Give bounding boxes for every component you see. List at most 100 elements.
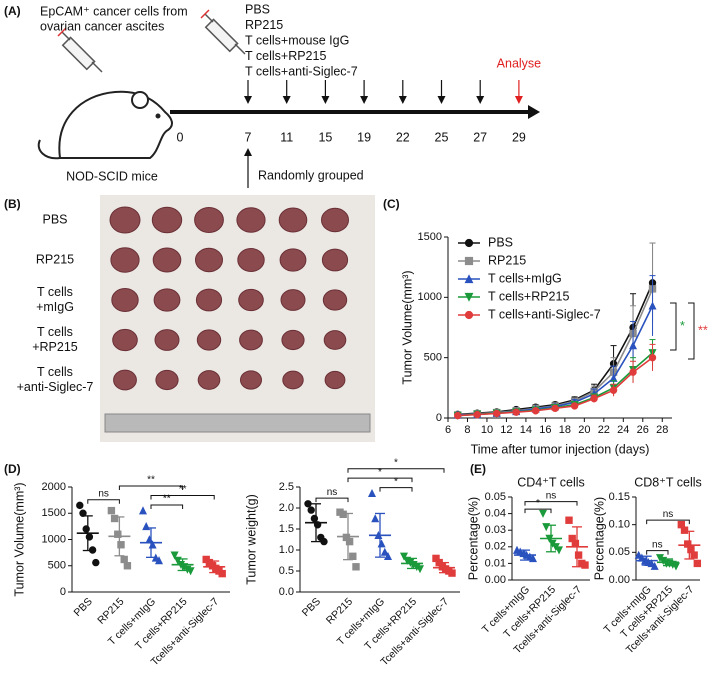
marker: [538, 509, 548, 518]
day-label: 7: [245, 130, 252, 144]
significance-bracket: [347, 477, 413, 483]
marker: [609, 386, 618, 394]
group-label: T cells: [37, 325, 73, 339]
marker: [307, 506, 315, 514]
y-tick-label: 500: [424, 352, 442, 364]
tumor: [151, 206, 183, 234]
significance-label: *: [394, 476, 398, 487]
group-label: T cells: [37, 365, 73, 379]
significance-label: **: [698, 323, 708, 337]
marker: [415, 565, 425, 574]
significance-label: *: [394, 457, 398, 468]
treatment-arrowhead: [514, 96, 523, 104]
x-tick-label: RP215: [324, 595, 355, 626]
marker: [142, 522, 151, 531]
panel-label: (E): [470, 462, 486, 476]
tumor: [110, 247, 140, 273]
day-label: 15: [318, 130, 332, 144]
marker: [531, 407, 540, 415]
day-label: 19: [357, 130, 371, 144]
day-label: 22: [396, 130, 410, 144]
mouse-icon: [37, 90, 173, 160]
marker: [693, 559, 702, 568]
tumor: [280, 289, 306, 311]
tumor: [109, 206, 141, 234]
treatment-arrowhead: [360, 96, 369, 104]
x-tick-label: 20: [578, 424, 590, 436]
marker: [117, 541, 125, 549]
treatment-arrowhead: [321, 96, 330, 104]
y-tick-label: 0.0: [279, 586, 294, 598]
group-label: PBS: [42, 212, 67, 226]
y-tick-label: 0: [60, 586, 66, 598]
significance-label: ns: [546, 490, 557, 501]
x-tick-label: 18: [559, 424, 571, 436]
x-tick-label: 14: [520, 424, 532, 436]
marker: [107, 506, 116, 515]
marker: [464, 292, 474, 302]
significance-label: ns: [663, 509, 674, 520]
chart-title: CD4⁺T cells: [517, 475, 585, 489]
treatment-label: RP215: [245, 18, 283, 32]
marker: [565, 516, 573, 524]
marker: [218, 569, 226, 578]
significance-bracket: [315, 497, 349, 503]
y-tick-label: 0.00: [485, 574, 506, 586]
y-axis-label: Percentage(%): [592, 497, 606, 580]
marker: [454, 411, 462, 420]
y-tick-label: 0: [436, 412, 442, 424]
y-axis-label: Tumor Volume(mm³): [12, 482, 26, 596]
series-line: [457, 305, 654, 416]
y-tick-label: 2000: [42, 481, 66, 493]
marker: [371, 514, 380, 523]
treatment-arrowhead: [437, 96, 446, 104]
panel-label: (A): [4, 4, 21, 18]
y-tick-label: 0.05: [609, 546, 630, 558]
marker: [76, 501, 84, 510]
x-tick-label: 28: [656, 424, 668, 436]
x-tick-label: 10: [481, 424, 493, 436]
marker: [629, 368, 637, 376]
marker: [110, 514, 119, 523]
treatment-label: T cells+mouse IgG: [245, 33, 349, 47]
legend-label: T cells+mIgG: [488, 271, 562, 285]
marker: [629, 341, 638, 350]
marker: [123, 562, 132, 570]
marker: [352, 563, 360, 571]
y-tick-label: 2.5: [279, 481, 294, 493]
syringe-icon: [57, 9, 246, 73]
marker: [590, 394, 598, 403]
y-tick-label: 1000: [418, 291, 442, 303]
grouping-label: Randomly grouped: [258, 168, 364, 182]
mice-label: NOD-SCID mice: [66, 169, 158, 183]
x-tick-label: 26: [637, 424, 649, 436]
y-tick-label: 1.0: [279, 544, 294, 556]
marker: [170, 551, 179, 560]
marker: [690, 551, 698, 559]
marker: [492, 409, 501, 418]
timeline-arrowhead: [528, 105, 540, 119]
marker: [650, 561, 659, 570]
tumor: [282, 370, 304, 390]
marker: [383, 551, 393, 560]
tumor: [111, 288, 139, 312]
significance-label: *: [378, 467, 382, 478]
tumor: [324, 370, 346, 390]
marker: [680, 526, 689, 534]
marker: [380, 547, 389, 556]
marker: [345, 537, 354, 546]
tumor: [278, 207, 308, 233]
marker: [634, 550, 643, 559]
significance-bracket: [150, 495, 215, 500]
tumor: [195, 247, 223, 273]
tumor: [281, 329, 305, 351]
tumor: [196, 329, 222, 351]
group-arrowhead: [244, 148, 252, 156]
marker: [581, 561, 589, 569]
significance-label: *: [536, 498, 540, 509]
y-axis-label: Percentage(%): [466, 497, 480, 580]
treatment-arrowhead: [244, 96, 252, 104]
chart-title: CD8⁺T cells: [634, 475, 702, 489]
y-tick-label: 1500: [418, 231, 442, 243]
